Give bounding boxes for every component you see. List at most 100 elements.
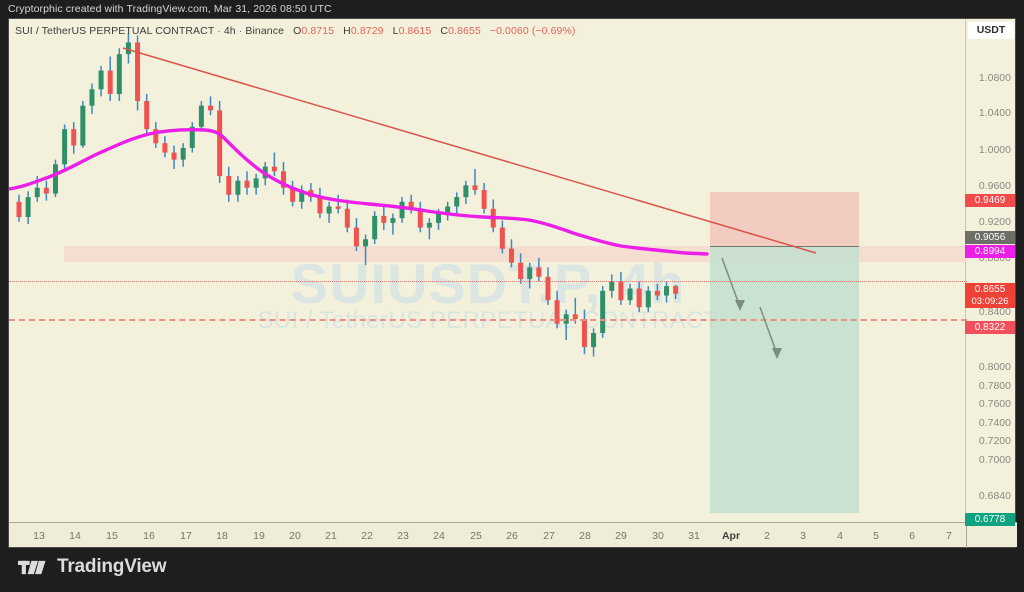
time-tick: 28 (579, 530, 591, 542)
price-tick: 1.0400 (978, 107, 1011, 119)
price-tick: 0.8400 (978, 306, 1011, 318)
candle-up (664, 286, 670, 296)
legend-low-value: 0.8615 (398, 25, 432, 37)
candle-down (208, 105, 214, 111)
candle-down (71, 129, 77, 146)
time-tick: 6 (909, 530, 915, 542)
tradingview-logo[interactable]: TradingView (18, 556, 167, 578)
candle-down (171, 152, 177, 160)
candlestick-series (16, 33, 679, 357)
price-badge-ma-gray[interactable]: 0.9056 (965, 231, 1015, 244)
price-badge-value: 0.9056 (974, 232, 1006, 243)
candle-up (34, 187, 40, 198)
candle-up (326, 206, 332, 214)
chart-pane[interactable]: SUIUSDT.P, 4h SUI / TetherUS PERPETUAL C… (9, 19, 967, 524)
legend-symbol[interactable]: SUI / TetherUS PERPETUAL CONTRACT (15, 25, 215, 37)
time-tick: 14 (69, 530, 81, 542)
candle-up (52, 164, 58, 194)
candle-down (271, 166, 277, 172)
price-tick: 0.8800 (978, 252, 1011, 264)
legend-change-percent: (−0.69%) (531, 25, 576, 37)
candle-up (563, 314, 569, 324)
time-tick: 24 (433, 530, 445, 542)
candle-up (390, 218, 396, 223)
support-price-line[interactable] (9, 319, 967, 321)
time-tick: 19 (253, 530, 265, 542)
candle-down (381, 215, 387, 223)
price-tick: 0.7600 (978, 398, 1011, 410)
time-tick: 27 (543, 530, 555, 542)
candle-up (198, 105, 204, 127)
candle-up (180, 147, 186, 160)
chart-frame: SUIUSDT.P, 4h SUI / TetherUS PERPETUAL C… (8, 18, 1017, 548)
price-tick: 0.6840 (978, 490, 1011, 502)
candle-down (417, 208, 423, 228)
price-badge-stop-level[interactable]: 0.9469 (965, 194, 1015, 207)
price-badge-target[interactable]: 0.6778 (965, 513, 1015, 526)
footer: TradingView (0, 548, 1024, 592)
candle-down (308, 190, 314, 198)
legend-close-value: 0.8655 (448, 25, 481, 37)
candle-down (490, 208, 496, 228)
candle-up (627, 288, 633, 301)
price-scale[interactable]: USDT 1.0800 1.0400 1.0000 0.9600 0.9200 0.880… (965, 19, 1015, 526)
candle-down (280, 171, 286, 188)
time-scale[interactable]: 13 14 15 16 17 18 19 20 21 22 23 24 25 26 27 28 29 30 31 Ap… (9, 522, 1017, 548)
tradingview-logo-icon (18, 560, 46, 574)
price-tick: 0.8000 (978, 361, 1011, 373)
legend-open-value: 0.8715 (301, 25, 335, 37)
legend-interval[interactable]: 4h (223, 25, 236, 37)
legend-open-key: O (293, 25, 302, 37)
candle-up (262, 166, 268, 179)
attribution-text: Cryptorphic created with TradingView.com… (8, 3, 332, 15)
candle-up (609, 281, 615, 291)
price-badge-support[interactable]: 0.8322 (965, 321, 1015, 334)
time-tick: 20 (289, 530, 301, 542)
time-tick: 26 (506, 530, 518, 542)
candle-up (454, 197, 460, 207)
candle-up (363, 239, 369, 247)
legend-exchange[interactable]: Binance (245, 25, 285, 37)
time-scale-divider (966, 523, 967, 548)
candle-down (344, 208, 350, 228)
candle-down (226, 176, 232, 195)
time-tick: 4 (837, 530, 843, 542)
chart-legend[interactable]: SUI / TetherUS PERPETUAL CONTRACT · 4h ·… (15, 25, 576, 37)
legend-high-value: 0.8729 (350, 25, 384, 37)
candle-up (436, 213, 442, 223)
legend-change: −0.0060 (489, 25, 529, 37)
price-badge-ma-magenta[interactable]: 0.8994 (965, 245, 1015, 258)
legend-close-key: C (440, 25, 449, 37)
price-badge-last-price[interactable]: 0.8655 03:09:26 (965, 283, 1015, 308)
price-tick: 0.9600 (978, 180, 1011, 192)
candle-down (581, 318, 587, 348)
candle-down (618, 281, 624, 301)
price-badge-value: 0.6778 (974, 514, 1006, 525)
tradingview-logo-text: TradingView (57, 556, 167, 577)
time-tick: 3 (800, 530, 806, 542)
candle-up (62, 129, 68, 165)
candle-up (527, 267, 533, 280)
price-badge-countdown: 03:09:26 (971, 296, 1009, 307)
candle-up (98, 70, 104, 90)
time-tick: 29 (615, 530, 627, 542)
candle-up (189, 126, 195, 148)
position-entry-line[interactable] (710, 246, 859, 247)
candle-up (426, 222, 432, 228)
candle-down (107, 70, 113, 94)
candle-up (645, 290, 651, 308)
candle-up (299, 190, 305, 202)
candle-down (317, 197, 323, 214)
candle-up (591, 333, 597, 348)
price-tick: 0.7800 (978, 380, 1011, 392)
price-tick: 0.7000 (978, 454, 1011, 466)
candle-up (125, 42, 131, 55)
time-tick: 2 (764, 530, 770, 542)
time-tick: 5 (873, 530, 879, 542)
candle-down (654, 290, 660, 296)
time-tick: 16 (143, 530, 155, 542)
time-tick: 30 (652, 530, 664, 542)
candle-up (463, 185, 469, 198)
candle-down (290, 187, 296, 202)
time-tick: Apr (721, 530, 741, 542)
